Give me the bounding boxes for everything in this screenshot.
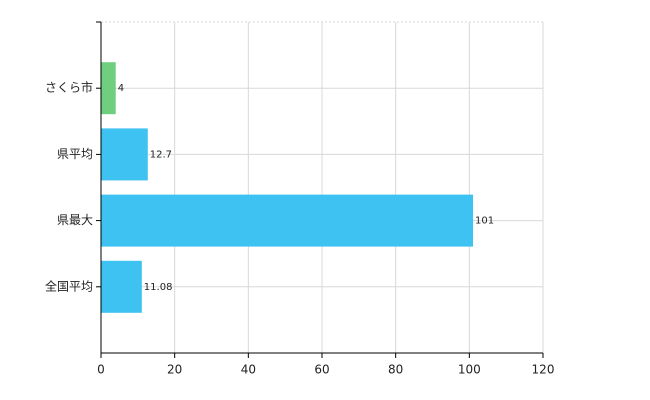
bar bbox=[101, 128, 148, 181]
data-label: 11.08 bbox=[144, 282, 173, 293]
x-tick-label: 120 bbox=[532, 363, 555, 377]
y-tick-label: 県平均 bbox=[57, 147, 93, 161]
x-tick-label: 20 bbox=[167, 363, 182, 377]
y-tick-label: 全国平均 bbox=[45, 278, 93, 293]
bar bbox=[101, 194, 474, 247]
bar bbox=[101, 62, 116, 115]
data-label: 101 bbox=[475, 216, 494, 227]
x-tick-label: 80 bbox=[388, 363, 403, 377]
bar bbox=[101, 260, 142, 313]
data-label: 12.7 bbox=[150, 149, 172, 160]
data-label: 4 bbox=[118, 83, 124, 94]
y-tick-label: さくら市 bbox=[45, 80, 93, 95]
x-tick-label: 0 bbox=[97, 363, 105, 377]
x-tick-label: 100 bbox=[458, 363, 481, 377]
x-tick-label: 60 bbox=[314, 363, 329, 377]
y-tick-label: 県最大 bbox=[57, 213, 93, 227]
x-tick-label: 40 bbox=[241, 363, 256, 377]
